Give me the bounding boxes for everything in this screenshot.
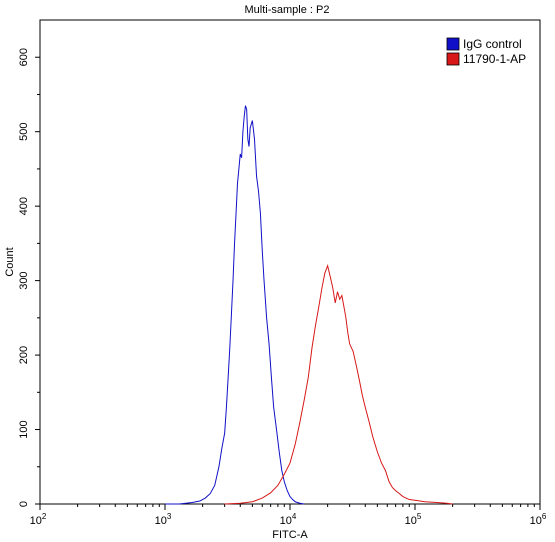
legend-label: IgG control [463, 37, 522, 51]
x-tick-label: 103 [155, 512, 172, 527]
series-line-11790-1-ap [224, 264, 453, 505]
x-axis: 102 103 104 105 106 [30, 504, 547, 527]
y-tick-label: 600 [18, 48, 30, 66]
y-tick-label: 300 [18, 271, 30, 289]
y-tick-label: 0 [18, 501, 30, 507]
x-tick-label: 104 [280, 512, 297, 527]
legend-swatch [446, 37, 460, 51]
series-line-igg-control [165, 105, 305, 505]
chart-title: Multi-sample : P2 [245, 4, 330, 16]
y-tick-label: 100 [18, 420, 30, 438]
y-tick-label: 500 [18, 123, 30, 141]
y-axis: 0 100 200 300 400 500 600 [18, 48, 40, 507]
series-layer [165, 105, 453, 505]
plot-area [39, 19, 541, 505]
y-tick-label: 400 [18, 197, 30, 215]
x-axis-title: FITC-A [272, 529, 308, 541]
x-tick-label: 106 [530, 512, 547, 527]
y-tick-label: 200 [18, 346, 30, 364]
legend-label: 11790-1-AP [463, 52, 526, 66]
x-tick-label: 105 [405, 512, 422, 527]
x-tick-label: 102 [30, 512, 47, 527]
legend-swatch [446, 52, 460, 66]
y-axis-title: Count [4, 247, 16, 276]
